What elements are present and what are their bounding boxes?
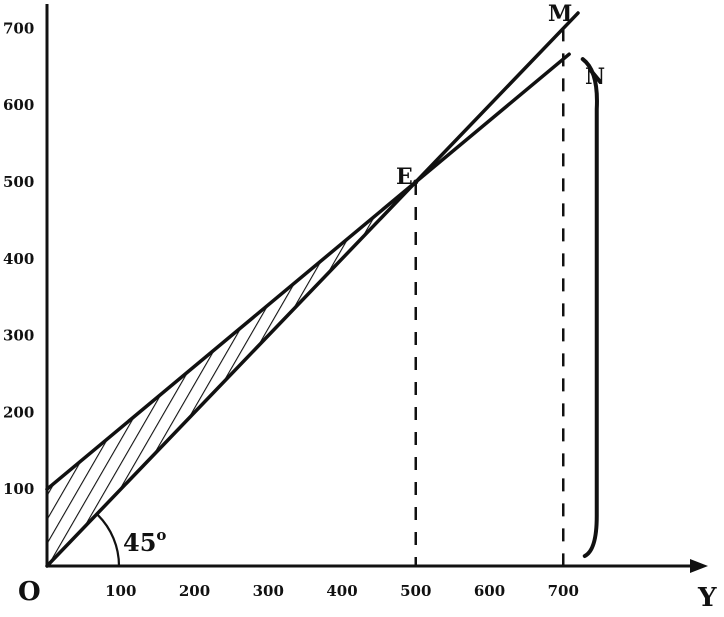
x-tick-label: 700 — [548, 582, 579, 600]
x-tick-label: 400 — [326, 582, 357, 600]
point-label-E: E — [396, 164, 413, 190]
series-line-N — [45, 52, 571, 491]
x-tick-label: 200 — [179, 582, 210, 600]
x-tick-label: 300 — [253, 582, 284, 600]
x-axis-arrow-icon — [690, 559, 708, 573]
series-line-M — [45, 11, 580, 568]
y-tick-label: 700 — [3, 19, 34, 37]
point-label-M: M — [548, 1, 572, 27]
origin-label: O — [18, 577, 41, 607]
x-tick-label: 600 — [474, 582, 505, 600]
angle-value: 45 — [123, 528, 156, 557]
y-tick-label: 200 — [3, 403, 34, 421]
brace — [580, 57, 599, 558]
y-tick-label: 600 — [3, 96, 34, 114]
x-tick-label: 100 — [105, 582, 136, 600]
angle-arc — [97, 514, 121, 567]
x-tick-label: 500 — [400, 582, 431, 600]
angle-degree-sign: o — [156, 526, 166, 544]
angle-label: 45o — [123, 526, 166, 557]
y-tick-label: 300 — [3, 327, 34, 345]
y-tick-label: 500 — [3, 173, 34, 191]
y-tick-label: 100 — [3, 480, 34, 498]
y-tick-label: 400 — [3, 250, 34, 268]
x-axis-title: Y — [697, 583, 717, 612]
point-label-N: N — [585, 64, 605, 90]
